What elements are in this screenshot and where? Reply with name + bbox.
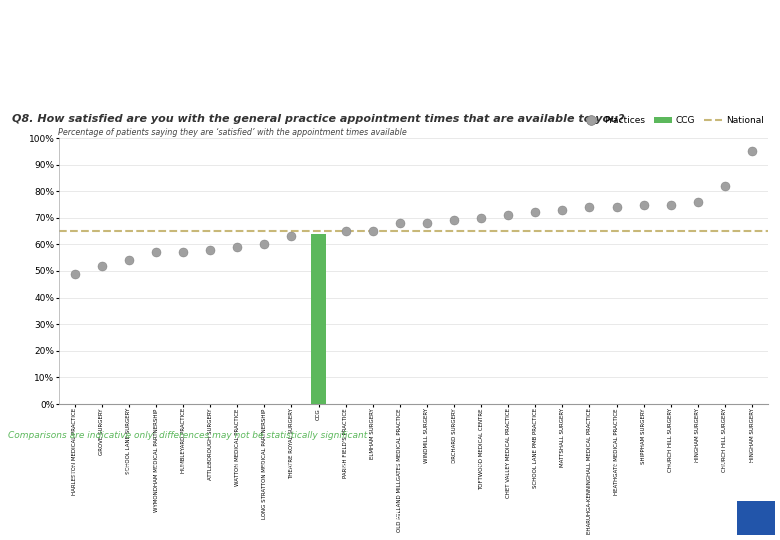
Text: %Satisfied = %Very satisfied + %Fairly satisfied: %Satisfied = %Very satisfied + %Fairly s… <box>604 462 772 468</box>
Text: Comparisons are indicative only: differences may not be statistically significan: Comparisons are indicative only: differe… <box>8 431 367 441</box>
Text: how the CCG’s practices compare: how the CCG’s practices compare <box>12 62 381 81</box>
Bar <box>311 234 326 404</box>
Text: 40: 40 <box>381 510 399 525</box>
Text: Satisfaction with appointment times:: Satisfaction with appointment times: <box>12 28 421 47</box>
Text: Percentage of patients saying they are ‘satisfied’ with the appointment times av: Percentage of patients saying they are ‘… <box>58 128 407 137</box>
Text: Q8. How satisfied are you with the general practice appointment times that are a: Q8. How satisfied are you with the gener… <box>12 114 624 124</box>
Text: Ipsos MORI
Social Research Institute
© Ipsos MORI    13-042653-01 | Version 1| P: Ipsos MORI Social Research Institute © I… <box>9 505 172 530</box>
Legend: Practices, CCG, National: Practices, CCG, National <box>583 116 764 125</box>
FancyBboxPatch shape <box>737 501 775 535</box>
Text: Base: All those completing a questionnaire excluding 'I'm not sure when I can ge: Base: All those completing a questionnai… <box>8 462 495 476</box>
